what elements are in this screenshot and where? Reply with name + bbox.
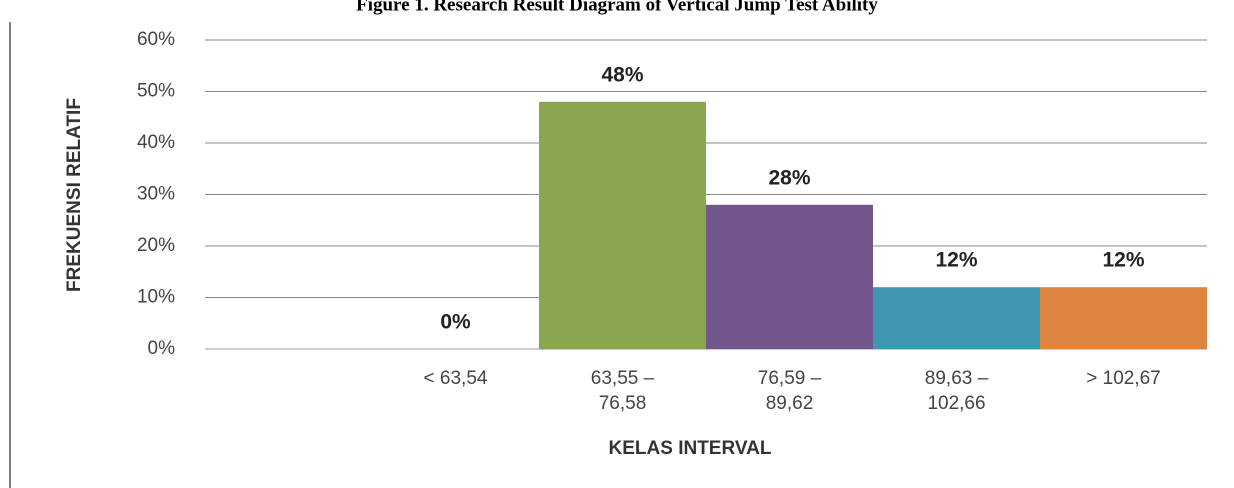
data-label: 0% [440, 311, 471, 334]
chart-title: Figure 1. Research Result Diagram of Ver… [356, 0, 878, 15]
x-axis-label: KELAS INTERVAL [609, 438, 772, 459]
data-label: 48% [601, 63, 643, 86]
y-tick-label: 30% [137, 184, 175, 205]
x-tick-label: 76,59 –89,62 [758, 368, 822, 414]
y-tick-label: 0% [148, 338, 176, 359]
data-label: 12% [1102, 249, 1144, 272]
bar [1040, 287, 1207, 349]
data-label: 12% [935, 249, 977, 272]
y-tick-label: 20% [137, 235, 175, 256]
y-tick-label: 40% [137, 132, 175, 153]
x-tick-label: 89,63 –102,66 [925, 368, 989, 414]
y-tick-label: 60% [137, 29, 175, 50]
y-tick-label: 10% [137, 287, 175, 308]
data-label: 28% [768, 166, 810, 189]
y-axis-label: FREKUENSI RELATIF [64, 98, 85, 292]
x-tick-label: < 63,54 [424, 368, 488, 389]
y-tick-label: 50% [137, 81, 175, 102]
bar [539, 101, 706, 349]
bar [706, 204, 873, 349]
x-tick-label: > 102,67 [1086, 368, 1161, 389]
bar [873, 287, 1040, 349]
x-tick-label: 63,55 –76,58 [591, 368, 655, 414]
